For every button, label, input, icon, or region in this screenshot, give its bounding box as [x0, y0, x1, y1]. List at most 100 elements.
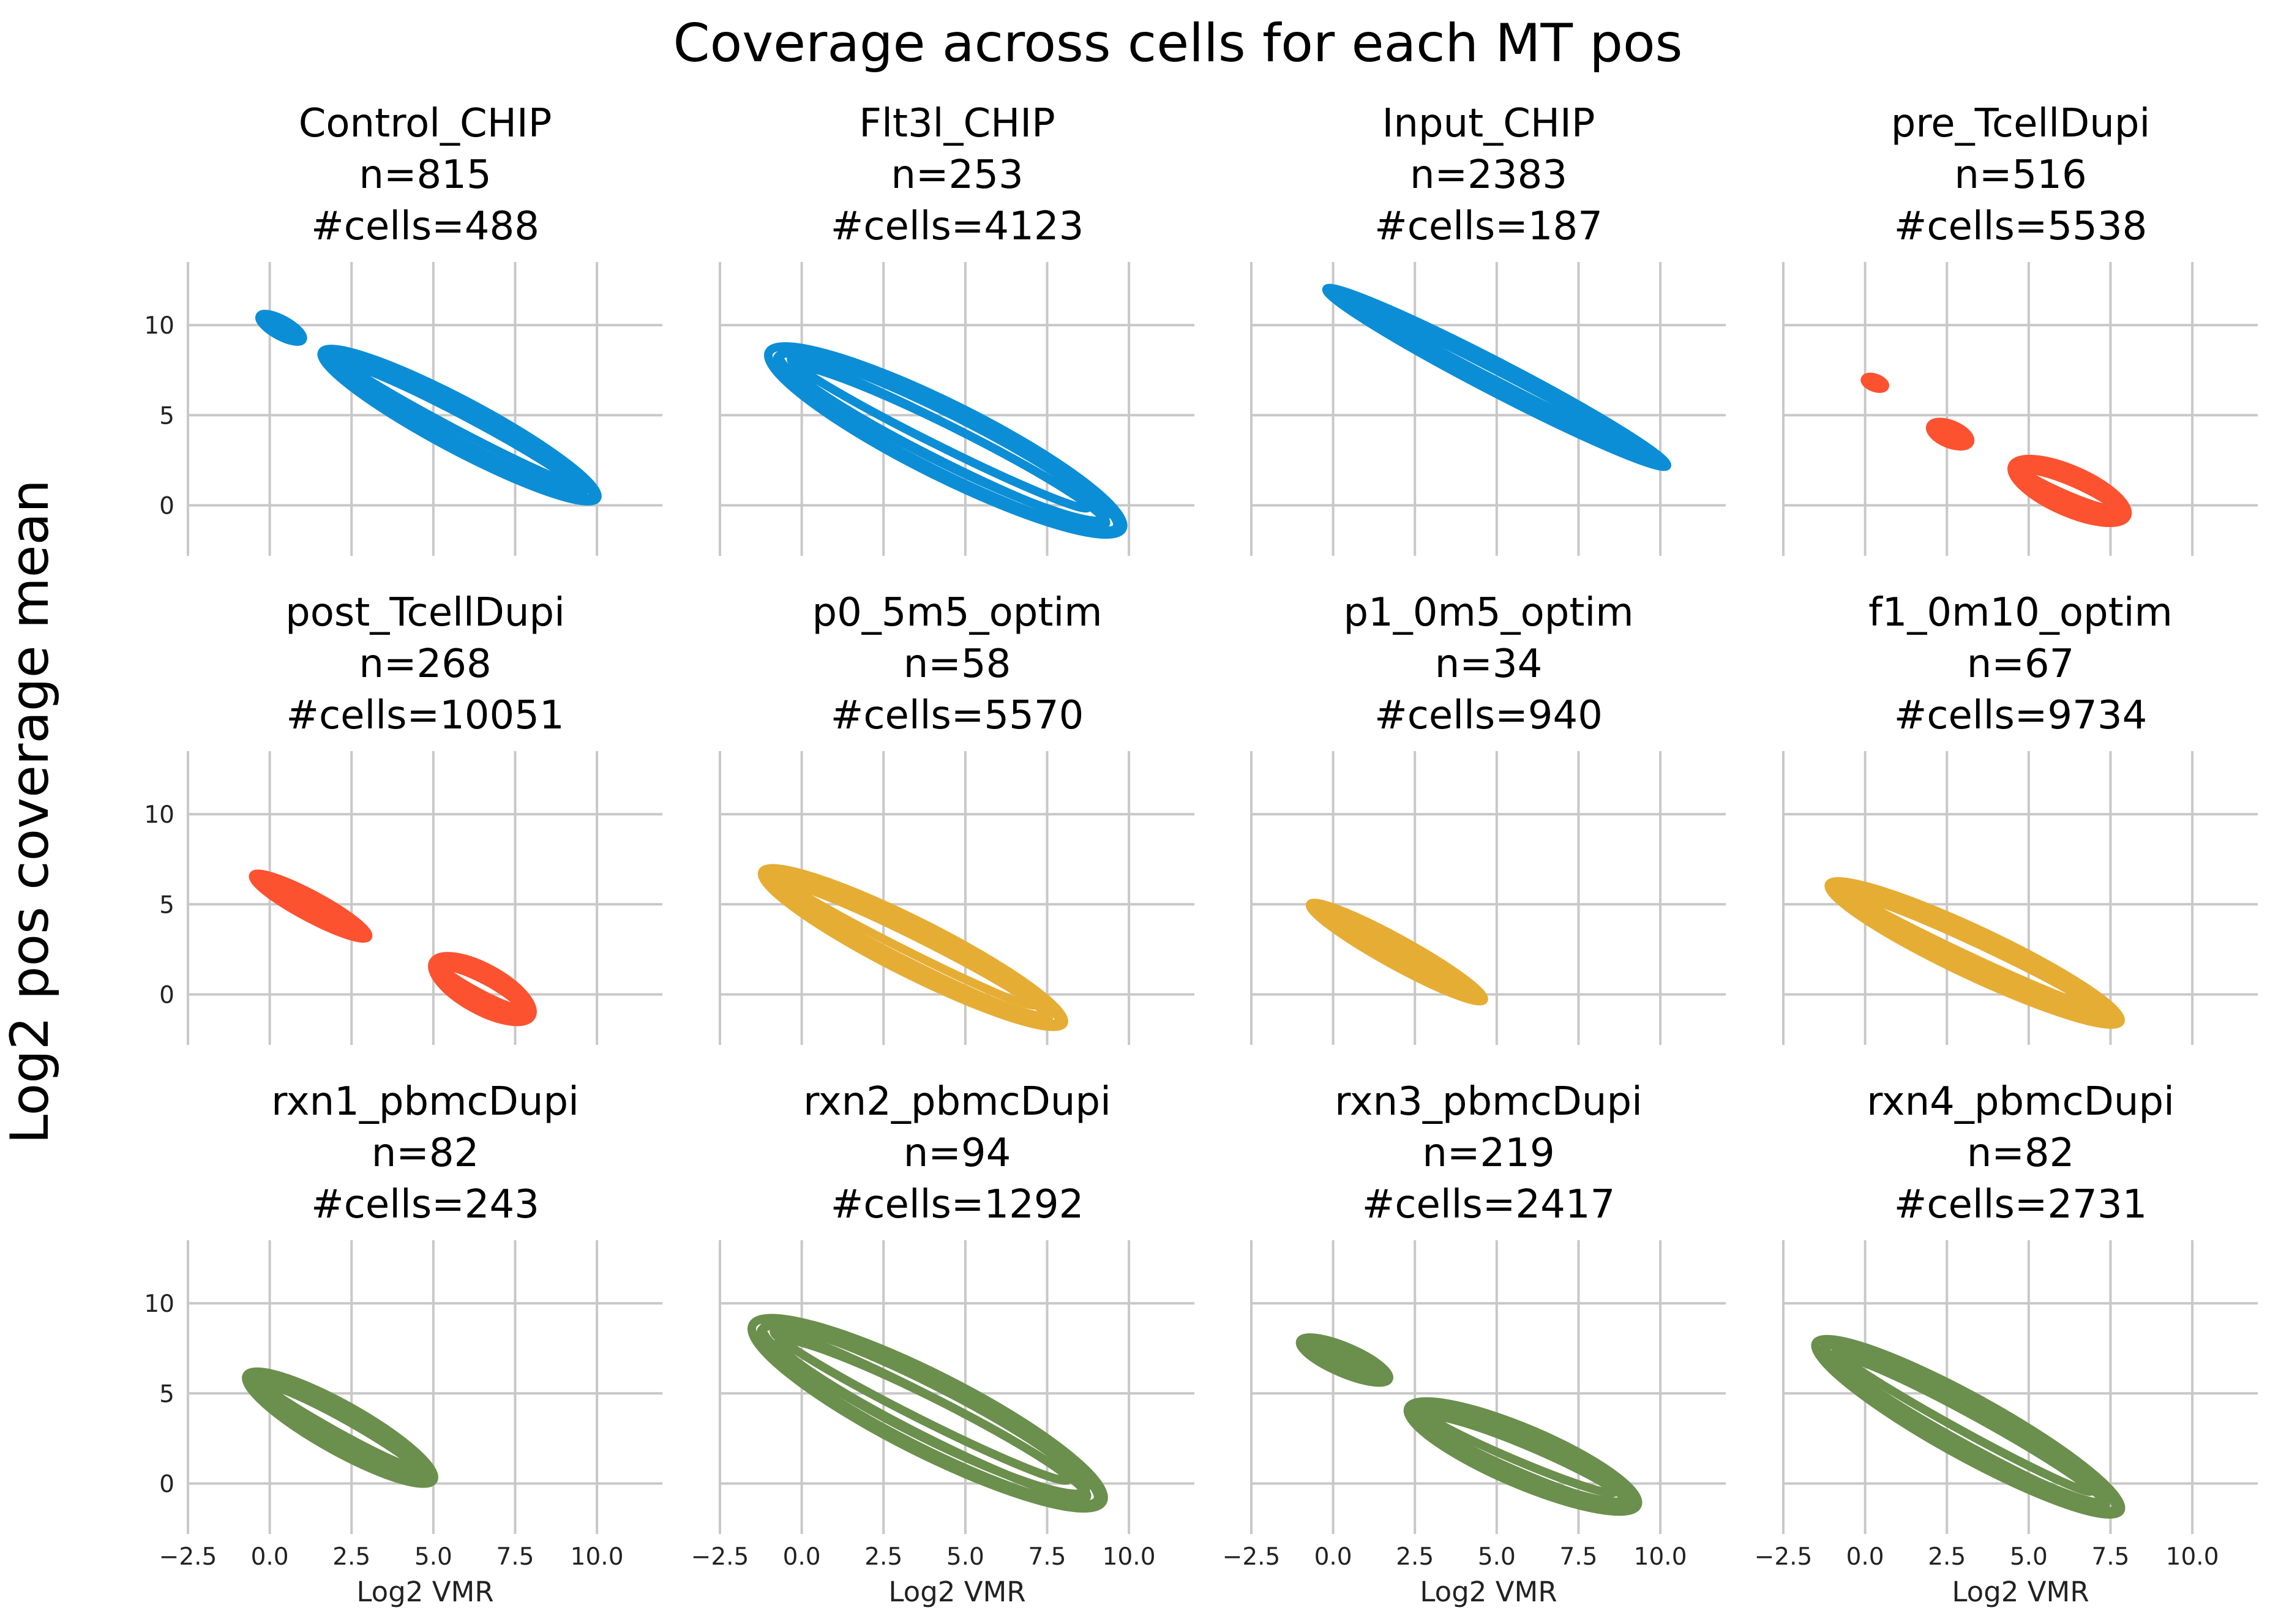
panel-grid: Control_CHIP n=815 #cells=488 0 5 10 Flt3l_CHI…	[144, 101, 2258, 1608]
panel-rxn2_pbmcDupi: rxn2_pbmcDupi n=94 #cells=1292 −2.5 0.0 2.5 5.…	[691, 1079, 1194, 1608]
x-tick-label: 10.0	[1103, 1543, 1156, 1571]
contour-line	[2013, 460, 2119, 514]
panel-p1_0m5_optim: p1_0m5_optim n=34 #cells=940	[1250, 590, 1726, 1045]
data-cluster	[763, 342, 1128, 539]
y-tick-label: 10	[144, 312, 174, 340]
panel-cells-label: #cells=9734	[1894, 693, 2148, 738]
panel-rxn4_pbmcDupi: rxn4_pbmcDupi n=82 #cells=2731 −2.5 0.0 2.5 5.…	[1755, 1079, 2258, 1608]
panel-title: rxn2_pbmcDupi	[803, 1079, 1111, 1124]
x-tick-label: −2.5	[1755, 1543, 1813, 1571]
x-tick-label: 2.5	[1928, 1543, 1966, 1571]
panel-n-label: n=2383	[1410, 152, 1567, 198]
data-cluster	[255, 310, 307, 346]
panel-title: Control_CHIP	[299, 101, 552, 146]
data-cluster	[747, 1314, 1108, 1513]
x-tick-label: 0.0	[251, 1543, 289, 1571]
data-cluster	[1860, 372, 1889, 393]
contour-line	[1417, 1405, 1619, 1498]
y-tick-label: 10	[144, 801, 174, 829]
contour-line	[790, 362, 1111, 529]
contour-line	[763, 342, 1128, 539]
contour-line	[787, 354, 1093, 513]
data-cluster	[242, 1367, 438, 1488]
panel-cells-label: #cells=4123	[831, 204, 1084, 249]
x-tick-label: 7.5	[1559, 1543, 1597, 1571]
contour-line	[433, 957, 525, 1013]
x-tick-label: 5.0	[1478, 1543, 1516, 1571]
x-tick-label: 7.5	[1028, 1543, 1066, 1571]
x-tick-label: 10.0	[571, 1543, 624, 1571]
contour-line	[777, 874, 1039, 1011]
x-tick-label: 0.0	[783, 1543, 821, 1571]
panel-title: rxn3_pbmcDupi	[1335, 1079, 1643, 1124]
x-tick-label: −2.5	[159, 1543, 217, 1571]
panel-pre_TcellDupi: pre_TcellDupi n=516 #cells=5538	[1782, 101, 2258, 556]
panel-title: Input_CHIP	[1382, 101, 1595, 146]
panel-title: p0_5m5_optim	[812, 590, 1102, 635]
contour-line	[335, 354, 575, 487]
contour-line	[1300, 1337, 1384, 1379]
panel-title: rxn4_pbmcDupi	[1867, 1079, 2174, 1124]
panel-n-label: n=516	[1954, 152, 2086, 198]
contour-line	[253, 1374, 419, 1472]
panel-cells-label: #cells=2731	[1894, 1182, 2148, 1227]
data-cluster	[1295, 1333, 1393, 1387]
x-axis-label: Log2 VMR	[356, 1576, 493, 1608]
panel-cells-label: #cells=10051	[286, 693, 564, 738]
figure-ylabel: Log2 pos coverage mean	[0, 479, 61, 1144]
panel-cells-label: #cells=1292	[831, 1182, 1084, 1227]
x-tick-label: 7.5	[2091, 1543, 2129, 1571]
panel-cells-label: #cells=5538	[1894, 204, 2148, 249]
y-tick-label: 5	[159, 402, 174, 430]
panel-n-label: n=219	[1422, 1131, 1554, 1176]
x-tick-label: 7.5	[496, 1543, 534, 1571]
panel-n-label: n=34	[1435, 642, 1543, 687]
figure-title: Coverage across cells for each MT pos	[673, 13, 1683, 74]
contour-line	[1861, 373, 1887, 391]
data-cluster	[1322, 283, 1672, 471]
contour-line	[1927, 420, 1969, 444]
contour-line	[257, 311, 302, 341]
panel-post_TcellDupi: post_TcellDupi n=268 #cells=10051 0 5 10	[144, 590, 662, 1045]
x-tick-label: 2.5	[864, 1543, 902, 1571]
x-tick-label: 5.0	[946, 1543, 984, 1571]
x-tick-label: −2.5	[691, 1543, 749, 1571]
panel-Flt3l_CHIP: Flt3l_CHIP n=253 #cells=4123	[719, 101, 1194, 556]
panel-Control_CHIP: Control_CHIP n=815 #cells=488 0 5 10	[144, 101, 662, 556]
panel-p0_5m5_optim: p0_5m5_optim n=58 #cells=5570	[719, 590, 1194, 1045]
panel-n-label: n=67	[1967, 642, 2075, 687]
panel-Input_CHIP: Input_CHIP n=2383 #cells=187	[1250, 101, 1726, 556]
contour-line	[1844, 886, 2097, 1011]
y-tick-label: 0	[159, 1471, 174, 1499]
x-tick-label: 10.0	[1634, 1543, 1687, 1571]
panel-title: post_TcellDupi	[285, 590, 565, 635]
data-cluster	[1403, 1397, 1643, 1516]
panel-n-label: n=815	[359, 152, 491, 198]
panel-n-label: n=253	[891, 152, 1023, 198]
contour-line	[256, 874, 361, 934]
panel-n-label: n=94	[904, 1131, 1011, 1176]
x-axis-label: Log2 VMR	[1420, 1576, 1557, 1608]
contour-line	[1317, 905, 1472, 994]
panel-n-label: n=82	[1967, 1131, 2075, 1176]
panel-n-label: n=82	[372, 1131, 479, 1176]
panel-cells-label: #cells=2417	[1362, 1182, 1616, 1227]
x-tick-label: 5.0	[414, 1543, 452, 1571]
contour-line	[1831, 1345, 2096, 1496]
data-cluster	[1811, 1334, 2126, 1519]
x-tick-label: 10.0	[2166, 1543, 2219, 1571]
panel-cells-label: #cells=488	[311, 204, 539, 249]
panel-title: pre_TcellDupi	[1891, 101, 2151, 146]
contour-line	[747, 1314, 1108, 1513]
y-tick-label: 0	[159, 493, 174, 520]
panel-title: p1_0m5_optim	[1343, 590, 1633, 635]
panel-cells-label: #cells=5570	[831, 693, 1084, 738]
data-cluster	[249, 869, 373, 943]
panel-rxn3_pbmcDupi: rxn3_pbmcDupi n=219 #cells=2417 −2.5 0.0 2.5 5…	[1223, 1079, 1726, 1608]
panel-n-label: n=268	[359, 642, 491, 687]
x-tick-label: 0.0	[1846, 1543, 1884, 1571]
x-tick-label: −2.5	[1223, 1543, 1281, 1571]
data-cluster	[1824, 877, 2126, 1029]
contour-line	[770, 1326, 1073, 1485]
